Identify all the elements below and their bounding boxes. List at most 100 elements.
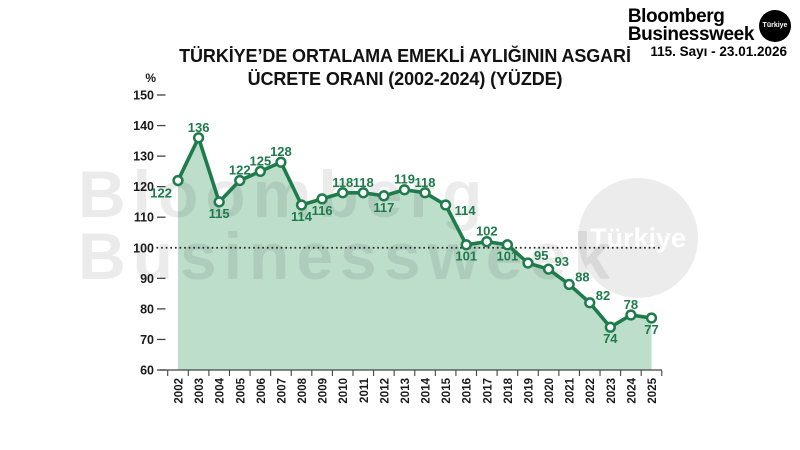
- x-tick-label: 2016: [462, 378, 474, 404]
- data-point-2025: [645, 312, 658, 324]
- x-tick-label: 2018: [503, 377, 515, 403]
- x-tick-label: 2024: [626, 377, 638, 403]
- data-point-2023: [604, 321, 616, 333]
- value-label-2024: 78: [624, 297, 638, 312]
- data-point-2018: [501, 239, 514, 251]
- value-label-2009: 116: [312, 203, 333, 218]
- value-label-2013: 119: [394, 172, 415, 187]
- y-tick-label: 90: [140, 272, 154, 286]
- y-tick-label: 130: [133, 150, 154, 164]
- masthead: Bloomberg Businessweek Türkiye: [627, 6, 791, 45]
- x-tick-label: 2025: [647, 377, 659, 403]
- y-axis-unit: %: [145, 71, 156, 85]
- data-point-2003: [192, 132, 205, 144]
- x-tick-label: 2014: [421, 377, 433, 403]
- value-label-2015: 114: [455, 203, 477, 218]
- x-tick-label: 2015: [441, 377, 453, 403]
- data-point-2009: [316, 193, 328, 205]
- x-tick-label: 2002: [174, 378, 186, 404]
- data-point-2004: [213, 196, 225, 208]
- y-tick-label: 80: [140, 302, 154, 316]
- x-tick-label: 2020: [544, 378, 556, 404]
- y-tick-label: 140: [133, 119, 154, 133]
- value-label-2014: 118: [415, 175, 436, 190]
- data-point-2007: [275, 156, 287, 168]
- x-tick-label: 2010: [338, 378, 350, 404]
- y-tick-label: 60: [140, 364, 154, 378]
- y-tick-label: 70: [140, 333, 154, 347]
- value-label-2020: 93: [555, 254, 569, 269]
- logo-line2: Businessweek: [627, 23, 755, 45]
- value-label-2016: 101: [455, 249, 477, 264]
- x-tick-label: 2003: [194, 378, 206, 404]
- data-point-2017: [481, 236, 493, 248]
- data-point-2019: [522, 257, 534, 269]
- x-tick-label: 2011: [359, 377, 371, 403]
- bloomberg-businessweek-logo: Bloomberg Businessweek: [627, 6, 755, 45]
- value-label-2003: 136: [188, 120, 210, 135]
- value-label-2019: 95: [534, 248, 548, 263]
- data-point-2005: [234, 174, 246, 187]
- value-label-2005: 122: [229, 163, 251, 178]
- value-label-2004: 115: [209, 206, 230, 221]
- x-tick-label: 2013: [400, 378, 412, 404]
- data-point-2002: [172, 174, 184, 187]
- x-tick-label: 2021: [565, 377, 577, 403]
- y-tick-label: 110: [134, 211, 154, 225]
- data-point-2022: [584, 297, 596, 309]
- value-label-2010: 118: [332, 175, 353, 190]
- x-tick-label: 2005: [235, 377, 247, 403]
- chart-title-line2: ÜCRETE ORANI (2002-2024) (YÜZDE): [247, 69, 563, 90]
- data-point-2015: [439, 199, 452, 211]
- data-point-2008: [295, 199, 308, 211]
- y-axis: % 60 70 80 90 100 110 120 130 140 150: [133, 71, 166, 378]
- data-points: [172, 132, 658, 333]
- data-point-2024: [625, 309, 637, 321]
- circle-watermark-label: Türkiye: [590, 223, 686, 253]
- issue-date: 115. Sayı - 23.01.2026: [650, 44, 787, 59]
- x-tick-label: 2007: [276, 378, 288, 404]
- value-label-2018: 101: [497, 249, 519, 264]
- value-label-2025: 77: [644, 322, 658, 337]
- x-tick-label: 2019: [523, 378, 535, 404]
- data-point-2021: [563, 278, 575, 291]
- data-point-2020: [542, 263, 555, 275]
- x-tick-label: 2012: [379, 378, 391, 404]
- circle-watermark: Türkiye: [578, 178, 698, 298]
- x-tick-label: 2008: [297, 377, 309, 403]
- value-label-2023: 74: [603, 331, 618, 346]
- data-point-2006: [254, 165, 266, 178]
- value-label-2012: 117: [373, 200, 394, 215]
- value-label-2006: 125: [249, 153, 271, 168]
- value-label-2022: 82: [596, 288, 610, 303]
- value-label-2021: 88: [575, 269, 589, 284]
- value-label-2017: 102: [476, 224, 498, 239]
- data-point-2013: [398, 184, 411, 196]
- data-point-2011: [357, 187, 369, 199]
- data-point-2014: [419, 187, 431, 199]
- x-tick-label: 2022: [585, 378, 597, 404]
- x-tick-label: 2009: [318, 378, 330, 404]
- y-tick-label: 120: [133, 180, 154, 194]
- x-tick-label: 2023: [606, 378, 618, 404]
- data-point-2012: [378, 190, 390, 202]
- logo-line1: Bloomberg: [627, 6, 725, 27]
- y-tick-label: 100: [133, 241, 154, 255]
- data-point-2010: [337, 187, 349, 199]
- value-label-2007: 128: [270, 144, 292, 159]
- value-label-2002: 122: [150, 186, 172, 201]
- value-label-2011: 118: [353, 175, 374, 190]
- y-tick-label: 150: [133, 88, 154, 102]
- chart-title: TÜRKİYE’DE ORTALAMA EMEKLİ AYLIĞININ ASG…: [100, 45, 710, 91]
- x-axis: 2002 2003 2004 2005 2006 2007 2008 2009 2010 2011…: [160, 369, 663, 404]
- value-label-2008: 114: [291, 209, 313, 224]
- chart-title-line1: TÜRKİYE’DE ORTALAMA EMEKLİ AYLIĞININ ASG…: [179, 46, 631, 66]
- x-tick-label: 2017: [482, 378, 494, 404]
- x-tick-label: 2006: [256, 378, 268, 404]
- watermark-line1: Bloomberg: [78, 157, 489, 231]
- x-tick-label: 2004: [215, 377, 227, 403]
- turkiye-badge: Türkiye: [759, 9, 791, 42]
